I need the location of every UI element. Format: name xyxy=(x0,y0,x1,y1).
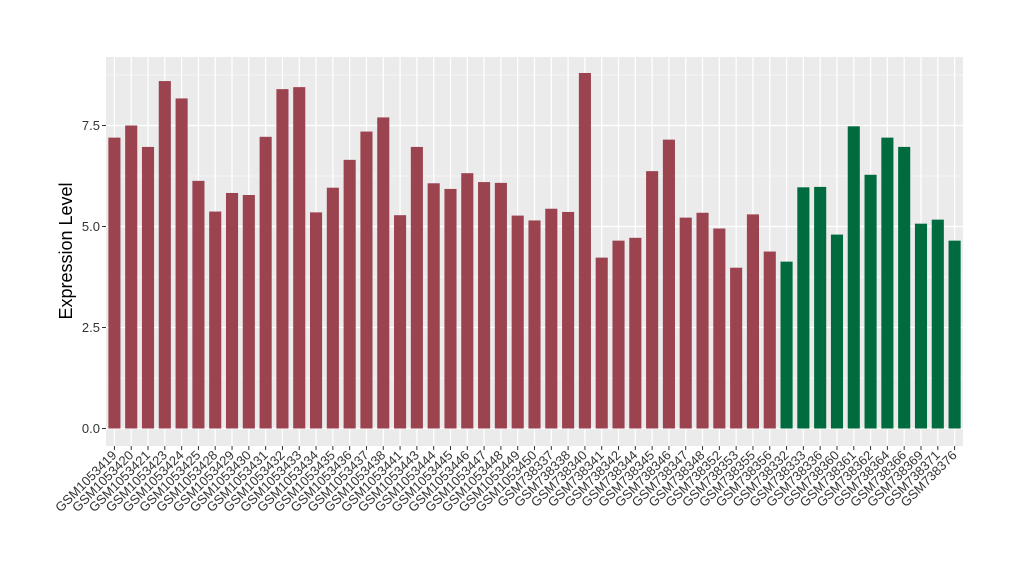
x-axis: GSM1053419GSM1053420GSM1053421GSM1053423… xyxy=(52,446,960,515)
bar xyxy=(696,212,709,429)
bar xyxy=(763,251,776,429)
bar xyxy=(578,72,591,429)
bar xyxy=(830,234,844,429)
bar xyxy=(931,219,944,429)
bar xyxy=(679,217,692,429)
bar xyxy=(662,139,675,429)
bar xyxy=(864,174,877,429)
bar xyxy=(545,208,558,429)
bar xyxy=(326,187,339,429)
bar xyxy=(343,159,356,429)
y-tick-label: 0.0 xyxy=(82,421,100,436)
bar xyxy=(293,87,306,429)
bar xyxy=(125,125,138,429)
bar xyxy=(814,186,827,429)
bar xyxy=(175,98,188,429)
bar xyxy=(730,267,743,429)
bar xyxy=(713,228,726,429)
y-axis: 0.0 2.5 5.0 7.5 xyxy=(82,118,106,436)
bar xyxy=(914,223,928,429)
bar xyxy=(797,187,810,429)
bar xyxy=(444,188,457,429)
bar xyxy=(377,117,390,429)
bar xyxy=(746,214,760,429)
bar xyxy=(410,146,423,429)
bar xyxy=(478,182,491,429)
bar xyxy=(511,215,524,429)
bars xyxy=(108,72,961,429)
bar xyxy=(360,131,373,429)
bar xyxy=(259,136,272,429)
y-tick-label: 7.5 xyxy=(82,118,100,133)
y-tick-label: 2.5 xyxy=(82,320,100,335)
bar xyxy=(562,211,575,429)
bar xyxy=(595,257,608,429)
bar xyxy=(461,173,474,429)
bar xyxy=(629,237,642,429)
bar xyxy=(158,81,171,429)
bar xyxy=(898,146,911,429)
bar xyxy=(276,89,289,429)
bar xyxy=(494,182,507,429)
bar xyxy=(881,137,894,429)
bar xyxy=(646,171,659,429)
y-tick-label: 5.0 xyxy=(82,219,100,234)
bar xyxy=(192,180,205,429)
bar xyxy=(427,183,440,429)
bar xyxy=(309,212,323,429)
bar xyxy=(242,194,255,429)
bar xyxy=(394,215,407,429)
bar xyxy=(847,126,860,429)
bar xyxy=(948,240,961,429)
bar xyxy=(108,137,121,429)
y-axis-title: Expression Level xyxy=(56,182,76,319)
bar xyxy=(209,211,222,429)
bar xyxy=(780,261,793,429)
bar xyxy=(225,192,239,429)
bar xyxy=(612,240,625,429)
bar xyxy=(528,220,541,429)
bar xyxy=(141,146,155,429)
